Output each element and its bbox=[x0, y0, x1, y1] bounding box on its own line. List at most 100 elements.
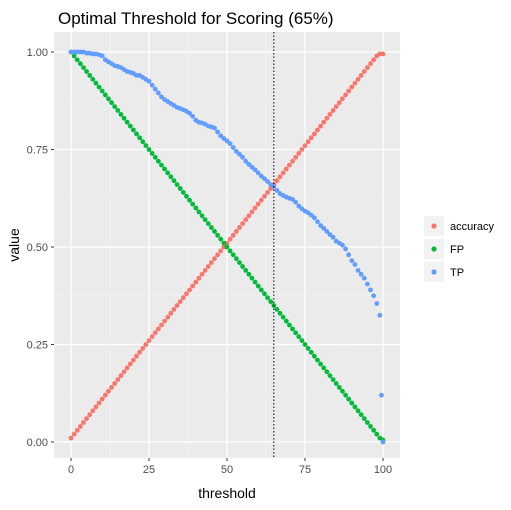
point-accuracy bbox=[212, 256, 217, 262]
point-fp bbox=[265, 295, 270, 301]
point-fp bbox=[190, 201, 196, 207]
point-accuracy bbox=[249, 209, 255, 215]
point-tp bbox=[377, 312, 383, 318]
point-accuracy bbox=[365, 65, 370, 70]
point-fp bbox=[305, 346, 311, 351]
chart-title: Optimal Threshold for Scoring (65%) bbox=[58, 9, 334, 28]
point-accuracy bbox=[302, 143, 308, 149]
point-tp bbox=[159, 94, 164, 100]
point-tp bbox=[249, 164, 255, 170]
point-tp bbox=[99, 53, 105, 59]
point-fp bbox=[321, 365, 327, 371]
point-fp bbox=[333, 381, 339, 386]
point-fp bbox=[162, 166, 168, 172]
point-tp bbox=[149, 82, 155, 88]
point-fp bbox=[131, 127, 136, 133]
point-accuracy bbox=[74, 427, 80, 433]
y-tick-label: 0.75 bbox=[27, 145, 48, 157]
point-fp bbox=[140, 139, 146, 145]
point-accuracy bbox=[240, 221, 246, 227]
point-accuracy bbox=[299, 147, 305, 152]
point-fp bbox=[277, 310, 283, 316]
point-tp bbox=[218, 133, 224, 139]
point-tp bbox=[371, 293, 377, 299]
point-fp bbox=[340, 388, 345, 394]
point-tp bbox=[343, 246, 348, 252]
point-fp bbox=[287, 322, 292, 328]
point-accuracy bbox=[209, 260, 214, 265]
point-accuracy bbox=[205, 264, 211, 269]
point-accuracy bbox=[296, 151, 302, 156]
point-fp bbox=[255, 283, 261, 289]
y-tick-label: 1.00 bbox=[27, 47, 48, 59]
point-fp bbox=[243, 268, 249, 273]
point-accuracy bbox=[349, 84, 355, 90]
point-accuracy bbox=[280, 170, 286, 176]
point-tp bbox=[243, 158, 249, 164]
point-tp bbox=[255, 170, 261, 176]
point-fp bbox=[249, 275, 255, 281]
point-fp bbox=[124, 119, 130, 125]
point-fp bbox=[355, 408, 361, 414]
point-fp bbox=[90, 76, 96, 82]
point-fp bbox=[196, 209, 202, 215]
point-accuracy bbox=[233, 229, 239, 234]
point-accuracy bbox=[230, 232, 236, 238]
point-accuracy bbox=[90, 408, 96, 414]
point-accuracy bbox=[143, 342, 149, 347]
point-tp bbox=[187, 110, 192, 116]
point-accuracy bbox=[202, 268, 208, 273]
x-tick-label: 0 bbox=[68, 464, 74, 476]
point-tp bbox=[296, 203, 302, 209]
point-fp bbox=[218, 236, 224, 242]
point-tp bbox=[240, 154, 246, 160]
point-accuracy bbox=[358, 73, 364, 78]
point-fp bbox=[227, 248, 233, 254]
point-fp bbox=[74, 57, 80, 63]
point-accuracy bbox=[137, 349, 143, 355]
y-tick-label: 0.25 bbox=[27, 340, 48, 352]
point-tp bbox=[374, 301, 380, 306]
point-accuracy bbox=[315, 127, 320, 133]
point-fp bbox=[171, 178, 177, 184]
point-accuracy bbox=[333, 104, 339, 109]
point-accuracy bbox=[96, 400, 102, 406]
point-accuracy bbox=[252, 205, 258, 211]
point-accuracy bbox=[290, 158, 295, 164]
point-accuracy bbox=[165, 314, 171, 320]
point-accuracy bbox=[193, 279, 199, 285]
legend-label-accuracy: accuracy bbox=[450, 221, 495, 233]
legend-key-fp bbox=[431, 246, 437, 252]
point-tp bbox=[152, 86, 158, 92]
point-accuracy bbox=[102, 392, 108, 398]
point-accuracy bbox=[121, 369, 127, 375]
point-fp bbox=[230, 252, 236, 258]
point-tp bbox=[365, 281, 370, 287]
point-fp bbox=[237, 260, 242, 265]
point-fp bbox=[315, 357, 320, 363]
point-accuracy bbox=[255, 201, 261, 207]
point-fp bbox=[240, 264, 246, 269]
point-fp bbox=[137, 135, 143, 141]
point-accuracy bbox=[308, 135, 314, 141]
point-accuracy bbox=[155, 326, 161, 332]
point-fp bbox=[361, 416, 367, 421]
point-fp bbox=[109, 100, 114, 106]
point-tp bbox=[349, 258, 355, 264]
point-tp bbox=[346, 252, 352, 258]
point-accuracy bbox=[109, 385, 114, 390]
point-accuracy bbox=[184, 291, 189, 297]
point-tp bbox=[324, 229, 330, 234]
point-accuracy bbox=[324, 115, 330, 121]
point-accuracy bbox=[112, 381, 118, 386]
point-fp bbox=[352, 404, 358, 410]
point-fp bbox=[180, 190, 186, 195]
point-tp bbox=[190, 113, 196, 119]
point-tp bbox=[146, 78, 152, 84]
point-fp bbox=[99, 88, 105, 94]
point-accuracy bbox=[140, 346, 146, 351]
point-fp bbox=[327, 373, 333, 379]
point-accuracy bbox=[77, 424, 83, 429]
point-tp bbox=[355, 268, 361, 273]
point-fp bbox=[106, 96, 111, 102]
